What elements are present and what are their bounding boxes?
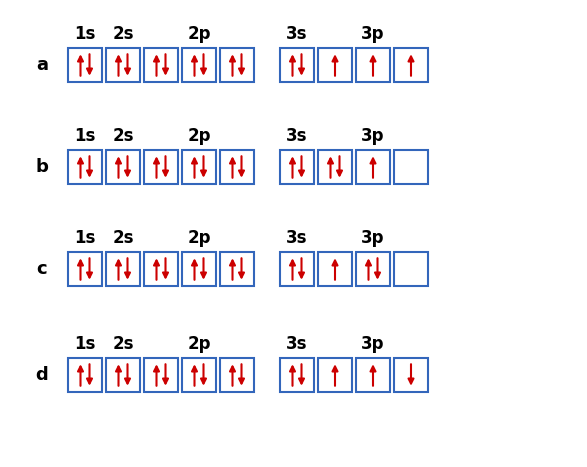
Text: 2s: 2s bbox=[112, 335, 134, 353]
Bar bbox=[220, 48, 254, 82]
Text: 3p: 3p bbox=[361, 229, 384, 247]
Text: 2p: 2p bbox=[187, 25, 211, 43]
Text: 2s: 2s bbox=[112, 25, 134, 43]
Bar bbox=[356, 150, 390, 184]
Bar bbox=[106, 358, 140, 392]
Text: 2p: 2p bbox=[187, 335, 211, 353]
Bar bbox=[220, 358, 254, 392]
Bar bbox=[394, 48, 428, 82]
Text: 3p: 3p bbox=[361, 25, 384, 43]
Bar bbox=[318, 150, 352, 184]
Text: 2p: 2p bbox=[187, 127, 211, 145]
Bar bbox=[394, 358, 428, 392]
Bar bbox=[220, 252, 254, 286]
Text: 3s: 3s bbox=[286, 229, 308, 247]
Text: 2s: 2s bbox=[112, 127, 134, 145]
Text: 3p: 3p bbox=[361, 335, 384, 353]
Text: 1s: 1s bbox=[75, 229, 96, 247]
Text: c: c bbox=[36, 260, 48, 278]
Text: 3s: 3s bbox=[286, 335, 308, 353]
Bar bbox=[280, 48, 314, 82]
Bar bbox=[182, 252, 216, 286]
Bar bbox=[68, 358, 102, 392]
Bar bbox=[318, 252, 352, 286]
Text: 1s: 1s bbox=[75, 127, 96, 145]
Bar bbox=[394, 252, 428, 286]
Bar bbox=[182, 150, 216, 184]
Text: 1s: 1s bbox=[75, 25, 96, 43]
Bar bbox=[182, 358, 216, 392]
Bar bbox=[280, 358, 314, 392]
Text: b: b bbox=[36, 158, 49, 176]
Bar bbox=[144, 358, 178, 392]
Bar bbox=[356, 358, 390, 392]
Bar bbox=[280, 150, 314, 184]
Bar bbox=[144, 252, 178, 286]
Bar bbox=[68, 48, 102, 82]
Bar bbox=[182, 48, 216, 82]
Bar bbox=[106, 252, 140, 286]
Bar bbox=[144, 150, 178, 184]
Bar bbox=[394, 150, 428, 184]
Bar bbox=[68, 252, 102, 286]
Bar bbox=[356, 252, 390, 286]
Text: 3p: 3p bbox=[361, 127, 384, 145]
Text: 2s: 2s bbox=[112, 229, 134, 247]
Bar bbox=[220, 150, 254, 184]
Bar bbox=[106, 48, 140, 82]
Text: d: d bbox=[36, 366, 48, 384]
Text: 2p: 2p bbox=[187, 229, 211, 247]
Text: 1s: 1s bbox=[75, 335, 96, 353]
Bar bbox=[144, 48, 178, 82]
Text: a: a bbox=[36, 56, 48, 74]
Bar bbox=[68, 150, 102, 184]
Bar bbox=[280, 252, 314, 286]
Bar bbox=[318, 358, 352, 392]
Bar bbox=[106, 150, 140, 184]
Bar bbox=[356, 48, 390, 82]
Bar bbox=[318, 48, 352, 82]
Text: 3s: 3s bbox=[286, 127, 308, 145]
Text: 3s: 3s bbox=[286, 25, 308, 43]
